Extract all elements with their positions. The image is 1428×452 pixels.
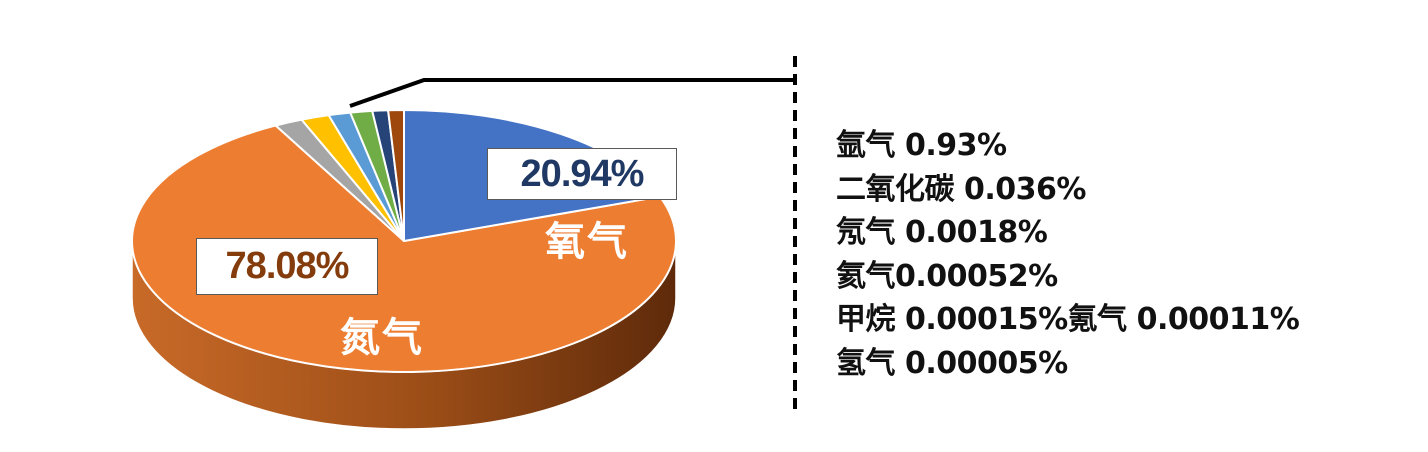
breakout-item-hydrogen: 氢气 0.00005%: [836, 345, 1068, 381]
breakout-item-neon: 氖气 0.0018%: [836, 215, 1048, 250]
oxygen-slice-name: 氧气: [545, 219, 629, 265]
breakout-list: 氩气 0.93% 二氧化碳 0.036% 氖气 0.0018% 氦气0.0005…: [836, 124, 1300, 385]
breakout-item-methane-krypton: 甲烷 0.00015%氪气 0.00011%: [836, 302, 1300, 337]
breakout-item-co2: 二氧化碳 0.036%: [836, 171, 1086, 207]
pie-slice-nitrogen: [131, 124, 677, 373]
breakout-connector-line: [349, 78, 795, 108]
nitrogen-value-label: 78.08%: [196, 238, 378, 295]
breakout-item-argon: 氩气 0.93%: [836, 128, 1007, 163]
oxygen-value-label: 20.94%: [487, 148, 677, 200]
breakout-item-helium: 氦气0.00052%: [836, 258, 1058, 294]
nitrogen-slice-name: 氮气: [340, 315, 424, 361]
pie-slice-brown: [387, 109, 405, 242]
